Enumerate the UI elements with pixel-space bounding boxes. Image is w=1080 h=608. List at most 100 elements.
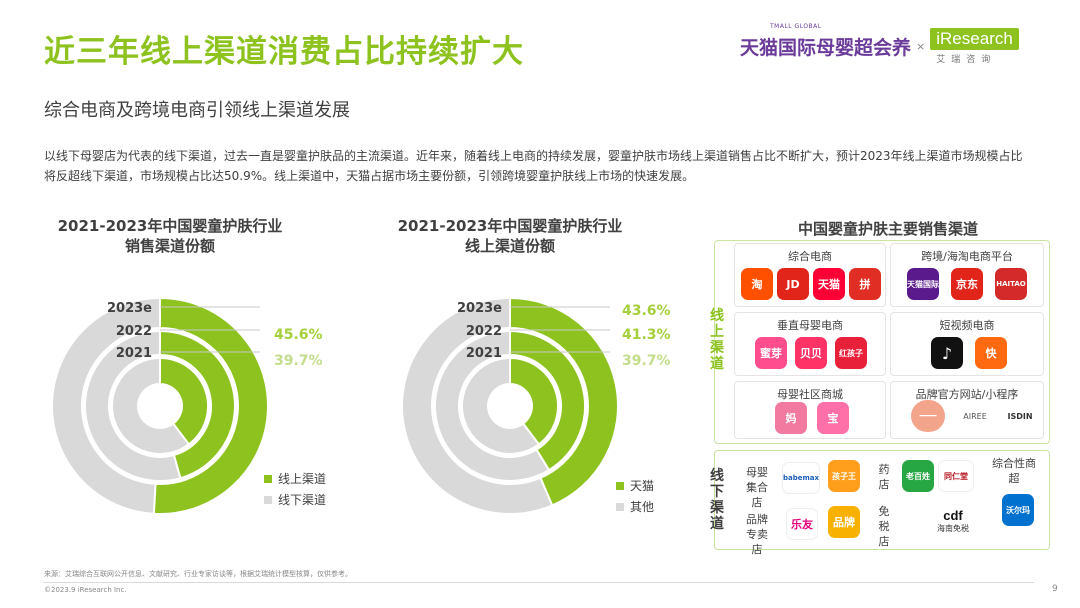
chart2-ring-2-其他-slice	[461, 356, 541, 455]
chart1-ring-label-2022: 2022	[116, 324, 152, 339]
chart2-value-label-2023e: 43.6%	[622, 303, 671, 319]
brand-store-icon: 品牌	[828, 506, 860, 538]
brand-logo: TMALL GLOBAL 天猫国际母婴超会养 × iResearch 艾瑞咨询	[740, 23, 1019, 65]
tmall-global-text: TMALL GLOBAL	[770, 23, 822, 30]
cat-general-ecommerce-label: 综合电商	[788, 250, 832, 263]
offline-brand-store-label: 品牌专卖店	[746, 513, 768, 556]
kidswant-icon: 孩子王	[828, 460, 860, 492]
iresearch-logo: iResearch 艾瑞咨询	[930, 28, 1019, 65]
logo-separator: ×	[916, 40, 926, 53]
chart1-legend: 线上渠道 线下渠道	[264, 468, 326, 510]
cat-vertical-maternal: 垂直母婴电商 蜜芽 贝贝 红孩子	[734, 312, 886, 376]
footer-copyright: ©2023.9 iResearch Inc.	[44, 586, 127, 594]
chart2-value-label-2022: 41.3%	[622, 327, 671, 343]
chart2-legend-tmall-label: 天猫	[630, 479, 655, 493]
intro-paragraph: 以线下母婴店为代表的线下渠道，过去一直是婴童护肤品的主流渠道。近年来，随着线上电…	[44, 149, 1023, 183]
redbaby-icon: 红孩子	[835, 337, 867, 369]
cdf-logo: cdf 海南免税	[930, 508, 976, 534]
chart2-legend-other-label: 其他	[630, 500, 655, 514]
offline-vertical-label: 线下渠道	[710, 468, 724, 532]
online-vertical-label: 线上渠道	[710, 308, 724, 372]
cdf-text: cdf	[943, 508, 963, 523]
jd-icon: JD	[777, 268, 809, 300]
offline-supermarket-label: 综合性商超	[992, 457, 1036, 485]
page-title: 近三年线上渠道消费占比持续扩大	[44, 34, 524, 70]
offline-channels-box	[714, 450, 1050, 550]
chart1-title: 2021-2023年中国婴童护肤行业 销售渠道份额	[40, 216, 300, 256]
cat-short-video: 短视频电商 ♪ 快	[890, 312, 1044, 376]
haitao-icon: HAITAO	[995, 268, 1027, 300]
channels-title: 中国婴童护肤主要销售渠道	[797, 220, 978, 238]
cat-vertical-maternal-label: 垂直母婴电商	[777, 319, 843, 332]
chart1-legend-online: 线上渠道	[264, 468, 326, 489]
cdf-sub-text: 海南免税	[937, 524, 969, 533]
chart1-value-label-2022: 45.6%	[274, 327, 323, 343]
chart2-title: 2021-2023年中国婴童护肤行业 线上渠道份额	[380, 216, 640, 256]
cat-brand-site: 品牌官方网站/小程序 ━━━━ AIREE ISDIN	[890, 381, 1044, 439]
chart1-ring-label-2023e: 2023e	[107, 301, 152, 316]
taobao-icon: 淘	[741, 268, 773, 300]
tmall-text: 天猫国际母婴超会养	[740, 37, 912, 59]
babemax-icon: babemax	[782, 462, 820, 494]
chart1-ring-1-线下渠道-slice	[84, 329, 182, 482]
tmall-global-icon: 天猫国际	[907, 268, 939, 300]
chart2-value-label-2021: 39.7%	[622, 353, 671, 369]
chart2-ring-1-其他-slice	[434, 329, 551, 482]
isdin-logo: ISDIN	[1001, 400, 1039, 432]
chart1-legend-offline: 线下渠道	[264, 489, 326, 510]
iresearch-cn-text: 艾瑞咨询	[936, 55, 997, 65]
airee-logo: AIREE	[955, 400, 995, 432]
chart1-ring-1-线上渠道-slice	[159, 329, 236, 480]
chart1-ring-0-线下渠道-slice	[51, 296, 161, 515]
chart2-ring-2-天猫-slice	[509, 356, 559, 446]
legend-swatch-green	[616, 481, 624, 490]
legend-swatch-grey	[616, 502, 624, 511]
douyin-icon: ♪	[931, 337, 963, 369]
page-number: 9	[1052, 584, 1058, 594]
cat-crossborder-label: 跨境/海淘电商平台	[921, 250, 1013, 263]
tongrentang-icon: 同仁堂	[938, 460, 974, 492]
chart1-ring-2-线下渠道-slice	[111, 356, 191, 455]
cat-community-mall-label: 母婴社区商城	[777, 388, 843, 401]
online-channels-box	[714, 240, 1050, 444]
footer-divider	[44, 582, 1034, 583]
chart2-title-line1: 2021-2023年中国婴童护肤行业	[397, 217, 623, 235]
babytree-icon: 宝	[817, 402, 849, 434]
offline-pharmacy-label: 药店	[878, 463, 890, 491]
chart2-ring-label-2021: 2021	[466, 346, 502, 361]
offline-maternal-store-label: 母婴集合店	[746, 466, 768, 509]
cat-general-ecommerce: 综合电商 淘 JD 天猫 拼	[734, 243, 886, 307]
footer-source: 来源：艾瑞综合互联网公开信息、文献研究、行业专家访谈等，根据艾瑞统计模型核算，仅…	[44, 570, 352, 578]
chart1-legend-offline-label: 线下渠道	[278, 493, 327, 507]
chart2-ring-1-天猫-slice	[509, 329, 586, 472]
chart2-legend-other: 其他	[616, 496, 654, 517]
chart2-legend-tmall: 天猫	[616, 475, 654, 496]
brand-logo-1-icon: ━━━━	[911, 400, 945, 432]
cat-crossborder: 跨境/海淘电商平台 天猫国际 京东 HAITAO	[890, 243, 1044, 307]
offline-dutyfree-label: 免税店	[878, 505, 890, 548]
chart1-value-label-2021: 39.7%	[274, 353, 323, 369]
chart2-ring-0-天猫-slice	[509, 296, 619, 507]
walmart-icon: 沃尔玛	[1002, 494, 1034, 526]
tmall-logo: TMALL GLOBAL 天猫国际母婴超会养	[740, 23, 912, 60]
chart1-legend-online-label: 线上渠道	[278, 472, 327, 486]
legend-swatch-green	[264, 474, 272, 483]
chart2-title-line2: 线上渠道份额	[464, 237, 555, 255]
mama-app-icon: 妈	[775, 402, 807, 434]
laobaixing-icon: 老百姓	[902, 460, 934, 492]
jd-worldwide-icon: 京东	[951, 268, 983, 300]
iresearch-text: iResearch	[930, 28, 1019, 50]
chart1-ring-2-线上渠道-slice	[159, 356, 209, 446]
page-subtitle: 综合电商及跨境电商引领线上渠道发展	[44, 100, 350, 121]
chart2-ring-label-2022: 2022	[466, 324, 502, 339]
chart1-title-line2: 销售渠道份额	[124, 237, 215, 255]
chart2-legend: 天猫 其他	[616, 475, 654, 517]
chart1-ring-label-2021: 2021	[116, 346, 152, 361]
leyou-icon: 乐友	[786, 508, 818, 540]
tmall-icon: 天猫	[813, 268, 845, 300]
kuaishou-icon: 快	[975, 337, 1007, 369]
cat-short-video-label: 短视频电商	[939, 319, 995, 332]
cat-brand-site-label: 品牌官方网站/小程序	[915, 388, 1019, 401]
